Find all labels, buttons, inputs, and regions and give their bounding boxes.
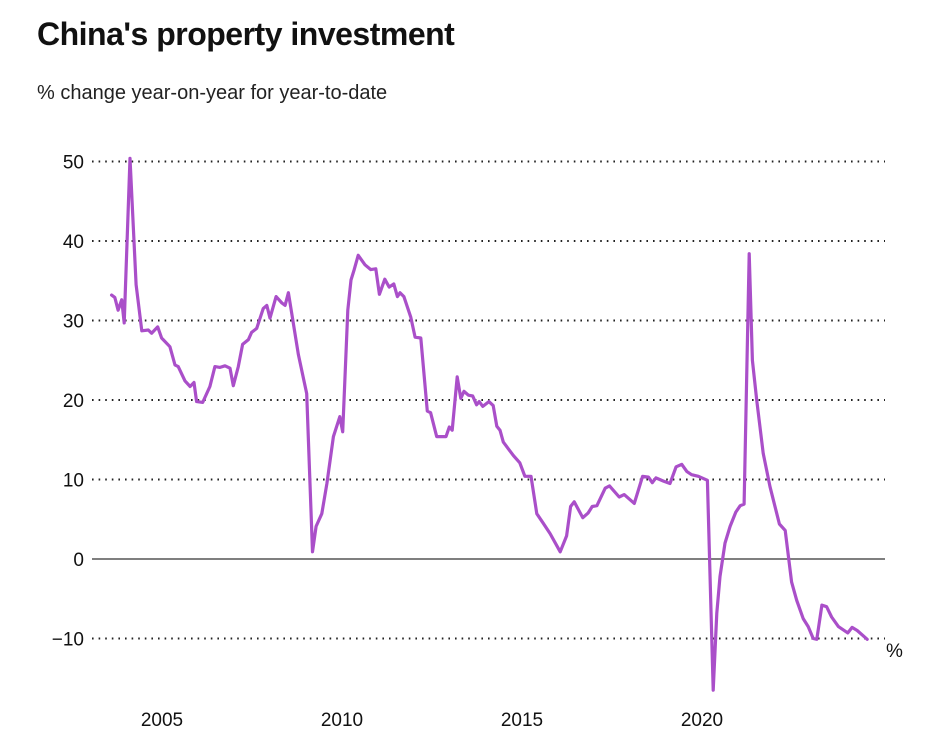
chart-title: China's property investment [37, 16, 455, 52]
y-axis: 50 40 30 20 10 0 −10 [52, 153, 84, 651]
series-lines [110, 156, 869, 692]
x-tick-label: 2005 [141, 710, 183, 731]
y-tick-label: 0 [73, 550, 84, 571]
x-tick-label: 2015 [501, 710, 543, 731]
y-tick-label: 40 [63, 232, 84, 253]
y-tick-label: 20 [63, 391, 84, 412]
y-tick-label: 10 [63, 471, 84, 492]
unit-label: % [886, 641, 903, 662]
x-axis: 2005 2010 2015 2020 [141, 710, 723, 731]
y-tick-label: 50 [63, 153, 84, 174]
chart-subtitle: % change year-on-year for year-to-date [37, 82, 388, 104]
y-tick-label: −10 [52, 630, 84, 651]
x-tick-label: 2020 [681, 710, 723, 731]
gridlines [92, 160, 885, 640]
series-line [110, 156, 869, 692]
y-tick-label: 30 [63, 312, 84, 333]
x-tick-label: 2010 [321, 710, 363, 731]
